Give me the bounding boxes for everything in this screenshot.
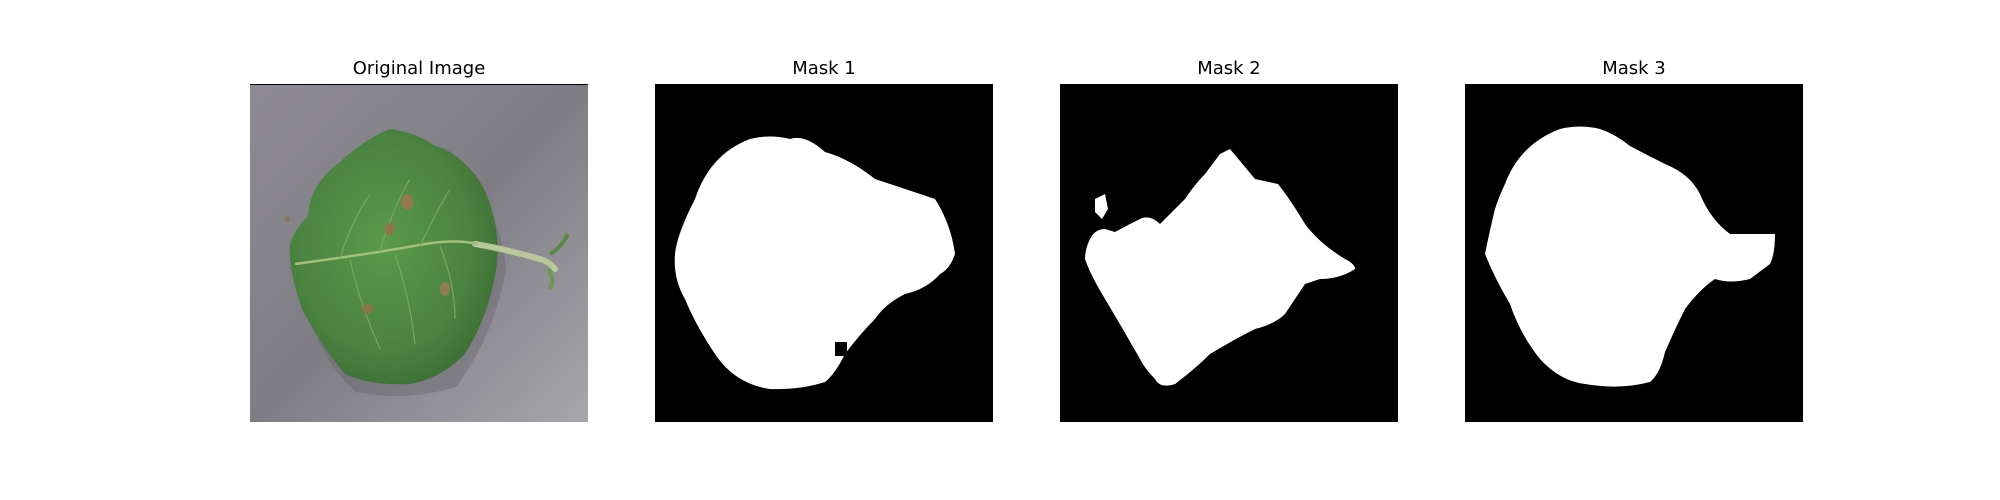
mask-3-panel: Mask 3 — [1465, 56, 1803, 422]
original-image-panel: Original Image — [250, 56, 588, 422]
mask-3-image — [1465, 84, 1803, 422]
mask-3-region — [1485, 126, 1775, 387]
original-image-title: Original Image — [352, 58, 486, 79]
mask-2-region — [1085, 149, 1355, 386]
mask-2-panel: Mask 2 — [1060, 56, 1398, 422]
original-leaf-photo — [250, 84, 588, 422]
mask-1-image — [655, 84, 993, 422]
mask-1-title: Mask 1 — [792, 58, 856, 79]
mask-2-title: Mask 2 — [1197, 58, 1261, 79]
mask-1-panel: Mask 1 — [655, 56, 993, 422]
leaf-shape — [289, 129, 498, 385]
mask-2-image — [1060, 84, 1398, 422]
mask-1-region — [674, 136, 955, 390]
mask-3-title: Mask 3 — [1602, 58, 1666, 79]
